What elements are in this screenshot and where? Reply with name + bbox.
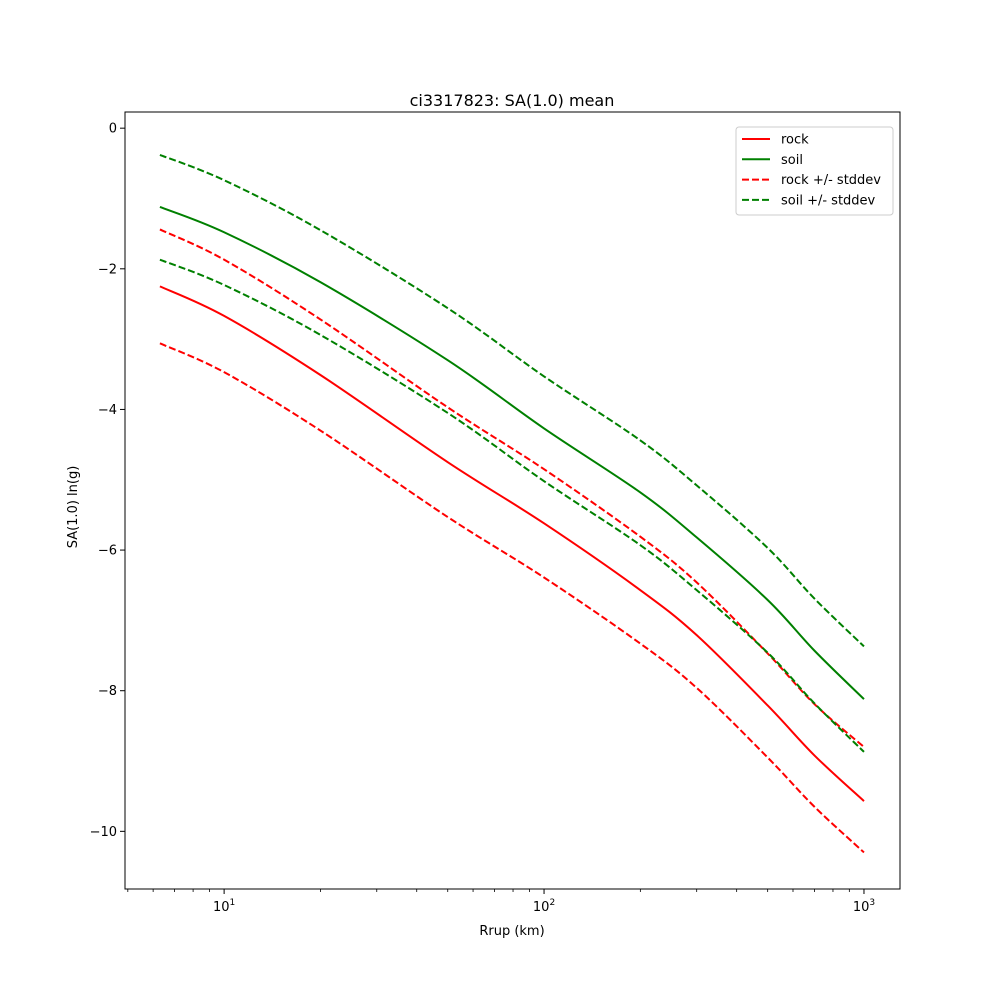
plot-area [159, 153, 865, 854]
y-tick-label: −2 [98, 262, 117, 277]
y-tick-label: −10 [90, 825, 117, 840]
legend-label: rock +/- stddev [781, 173, 881, 188]
x-axis-label: Rrup (km) [479, 924, 544, 939]
y-tick-label: −6 [98, 544, 117, 559]
legend-label: soil [781, 153, 803, 168]
series-line-rock-stddev [159, 342, 865, 854]
series-line-soil-stddev [159, 258, 865, 753]
chart-title: ci3317823: SA(1.0) mean [410, 91, 615, 110]
legend-box [735, 126, 894, 216]
y-axis-label: SA(1.0) ln(g) [66, 466, 81, 549]
x-tick-label: 103 [853, 898, 875, 915]
axes: 101 102 103 0 −2 −4 −6 −8 −10 [90, 111, 901, 915]
x-tick-label: 102 [533, 898, 555, 915]
y-tick-label: 0 [109, 122, 117, 137]
series-line-soil [159, 205, 865, 700]
axes-frame [124, 111, 901, 890]
legend: rock soil rock +/- stddev soil +/- stddev [735, 126, 894, 216]
series-line-rock-stddev [159, 228, 865, 748]
series-line-rock [159, 285, 865, 802]
legend-label: rock [781, 133, 809, 148]
y-tick-label: −8 [98, 684, 117, 699]
y-tick-label: −4 [98, 403, 117, 418]
x-tick-label: 101 [213, 898, 235, 915]
series-line-soil-stddev [159, 153, 865, 648]
legend-label: soil +/- stddev [781, 193, 876, 208]
